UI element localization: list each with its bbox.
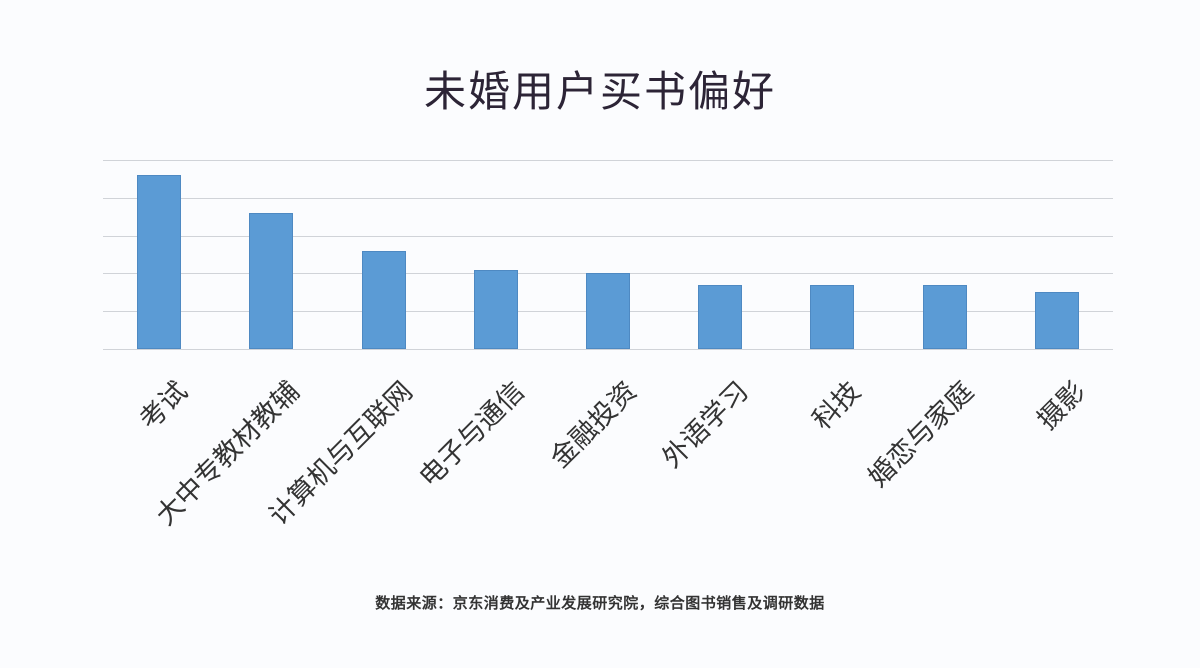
x-tick-label: 婚恋与家庭 bbox=[862, 375, 980, 494]
x-tick-label: 金融投资 bbox=[544, 375, 643, 475]
gridline bbox=[103, 235, 1113, 237]
bar bbox=[698, 284, 743, 349]
chart-title: 未婚用户买书偏好 bbox=[423, 67, 776, 116]
gridline bbox=[103, 160, 1113, 161]
bar bbox=[586, 273, 630, 349]
bar bbox=[1034, 292, 1079, 349]
bar bbox=[137, 175, 182, 349]
bar bbox=[473, 269, 518, 349]
x-tick-label: 电子与通信 bbox=[413, 375, 531, 494]
x-tick-label: 摄影 bbox=[1031, 375, 1092, 437]
x-axis-line bbox=[103, 349, 1113, 350]
x-tick-label: 考试 bbox=[133, 375, 194, 437]
x-tick-label: 科技 bbox=[807, 375, 868, 437]
gridline bbox=[103, 197, 1113, 199]
source-note: 数据来源：京东消费及产业发展研究院，综合图书销售及调研数据 bbox=[375, 594, 825, 612]
bar bbox=[249, 212, 294, 349]
bar bbox=[810, 284, 855, 349]
bar bbox=[361, 250, 406, 349]
x-tick-label: 外语学习 bbox=[656, 375, 756, 475]
plot-area bbox=[103, 160, 1113, 350]
bar bbox=[922, 284, 967, 349]
